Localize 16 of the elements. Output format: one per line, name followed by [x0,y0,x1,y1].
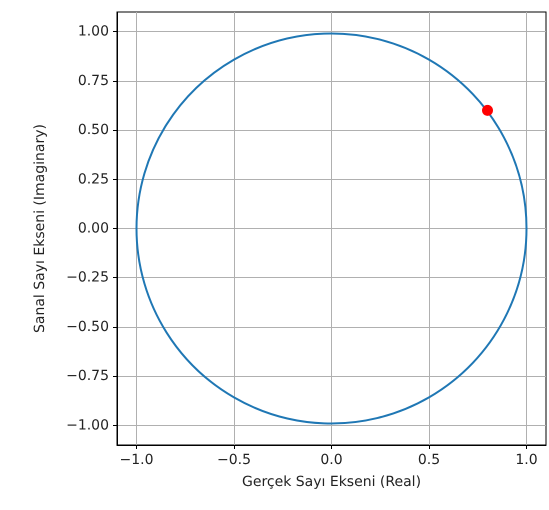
y-tick-label: −0.50 [66,318,109,335]
y-tick-label: −0.25 [66,270,109,286]
y-tick-label: 0.25 [78,171,109,188]
x-tick-label: 1.0 [515,452,538,468]
x-tick-label: −0.5 [217,452,251,468]
x-tick-label: 0.5 [418,452,440,468]
y-tick-label: −1.00 [66,417,109,434]
x-tick-label: −1.0 [120,452,154,468]
y-tick-label: 1.00 [78,24,109,40]
y-tick-label: 0.75 [78,72,109,89]
y-tick-label: −0.75 [66,368,109,384]
x-tick-label: 0.0 [320,452,343,468]
y-tick-label: 0.00 [78,220,109,236]
y-axis-title: Sanal Sayı Ekseni (Imaginary) [32,124,48,333]
x-axis-title: Gerçek Sayı Ekseni (Real) [242,474,422,490]
y-tick-label: 0.50 [78,122,109,138]
